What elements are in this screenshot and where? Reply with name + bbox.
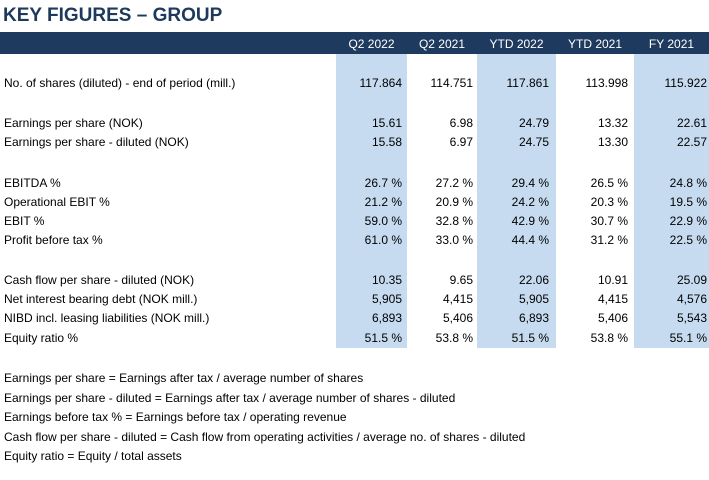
table-row: Profit before tax % 61.0 % 33.0 % 44.4 % 31.… (0, 231, 709, 250)
row-label: No. of shares (diluted) - end of period … (4, 76, 236, 90)
cell-value: 5,905 (518, 292, 549, 306)
page-title: KEY FIGURES – GROUP (3, 5, 223, 26)
cell-value: 51.5 % (511, 331, 549, 345)
highlight-q2-2022-column (336, 54, 407, 348)
cell-value: 19.5 % (669, 195, 707, 209)
cell-value: 51.5 % (364, 331, 402, 345)
column-header-q2-2021: Q2 2021 (418, 37, 466, 51)
cell-value: 20.3 % (590, 195, 628, 209)
row-label: EBITDA % (4, 176, 61, 190)
cell-value: 26.7 % (364, 176, 402, 190)
note-ebt-pct: Earnings before tax % = Earnings before … (4, 410, 347, 424)
definitions-notes: Earnings per share = Earnings after tax … (4, 369, 525, 467)
cell-value: 29.4 % (511, 176, 549, 190)
cell-value: 5,543 (676, 311, 707, 325)
cell-value: 13.30 (597, 135, 628, 149)
cell-value: 22.57 (676, 135, 707, 149)
cell-value: 15.61 (371, 116, 402, 130)
cell-value: 22.61 (676, 116, 707, 130)
cell-value: 27.2 % (435, 176, 473, 190)
column-header-ytd-2022: YTD 2022 (489, 37, 544, 51)
cell-value: 117.861 (506, 76, 550, 90)
note-eps-diluted: Earnings per share - diluted = Earnings … (4, 390, 456, 405)
cell-value: 33.0 % (435, 233, 473, 247)
table-row: EBITDA % 26.7 % 27.2 % 29.4 % 26.5 % 24.8 % (0, 174, 709, 193)
cell-value: 30.7 % (590, 214, 628, 228)
cell-value: 6.97 (449, 135, 473, 149)
cell-value: 22.06 (518, 273, 549, 287)
cell-value: 10.35 (371, 273, 402, 287)
cell-value: 117.864 (359, 76, 403, 90)
cell-value: 9.65 (449, 273, 473, 287)
cell-value: 113.998 (585, 76, 629, 90)
table-row: EBIT % 59.0 % 32.8 % 42.9 % 30.7 % 22.9 % (0, 212, 709, 231)
cell-value: 15.58 (371, 135, 402, 149)
cell-value: 42.9 % (511, 214, 549, 228)
note-cashflow-per-share: Cash flow per share - diluted = Cash flo… (4, 429, 526, 444)
highlight-ytd-2022-column (477, 54, 556, 348)
cell-value: 59.0 % (364, 214, 402, 228)
table-row: NIBD incl. leasing liabilities (NOK mill… (0, 309, 709, 328)
cell-value: 26.5 % (590, 176, 628, 190)
cell-value: 114.751 (430, 76, 474, 90)
cell-value: 4,415 (442, 292, 473, 306)
cell-value: 55.1 % (669, 331, 707, 345)
row-label: Profit before tax % (4, 233, 103, 247)
table-row: No. of shares (diluted) - end of period … (0, 74, 709, 93)
cell-value: 22.9 % (669, 214, 707, 228)
column-header-q2-2022: Q2 2022 (348, 37, 395, 51)
cell-value: 6,893 (371, 311, 402, 325)
table-header: Q2 2022 Q2 2021 YTD 2022 YTD 2021 FY 202… (0, 32, 709, 54)
cell-value: 53.8 % (435, 331, 473, 345)
table-row: Earnings per share - diluted (NOK) 15.58 6… (0, 133, 709, 152)
column-header-fy-2021: FY 2021 (648, 37, 695, 51)
column-header-ytd-2021: YTD 2021 (567, 37, 623, 51)
cell-value: 32.8 % (435, 214, 473, 228)
note-eps: Earnings per share = Earnings after tax … (4, 371, 364, 385)
cell-value: 31.2 % (590, 233, 628, 247)
cell-value: 20.9 % (435, 195, 473, 209)
cell-value: 24.8 % (669, 176, 707, 190)
cell-value: 24.2 % (511, 195, 549, 209)
table-row: Earnings per share (NOK) 15.61 6.98 24.79 13… (0, 114, 709, 133)
cell-value: 22.5 % (669, 233, 707, 247)
cell-value: 5,406 (597, 311, 628, 325)
cell-value: 4,415 (597, 292, 628, 306)
highlight-fy-2021-column (634, 54, 709, 348)
cell-value: 5,406 (442, 311, 473, 325)
row-label: Cash flow per share - diluted (NOK) (4, 273, 195, 287)
table-row: Net interest bearing debt (NOK mill.) 5,9… (0, 290, 709, 309)
row-label: EBIT % (4, 214, 45, 228)
cell-value: 10.91 (597, 273, 628, 287)
table-row: Operational EBIT % 21.2 % 20.9 % 24.2 % 20.3… (0, 193, 709, 212)
table-row: Cash flow per share - diluted (NOK) 10.35… (0, 271, 709, 290)
row-label: Earnings per share (NOK) (4, 116, 143, 130)
row-label: Net interest bearing debt (NOK mill.) (4, 292, 198, 306)
row-label: Equity ratio % (4, 331, 79, 345)
cell-value: 21.2 % (364, 195, 402, 209)
cell-value: 61.0 % (364, 233, 402, 247)
table-row: Equity ratio % 51.5 % 53.8 % 51.5 % 53.8 % 55… (0, 329, 709, 348)
cell-value: 115.922 (664, 76, 708, 90)
note-equity-ratio: Equity ratio = Equity / total assets (4, 449, 182, 463)
row-label: NIBD incl. leasing liabilities (NOK mill… (4, 311, 210, 325)
cell-value: 25.09 (676, 273, 707, 287)
cell-value: 44.4 % (511, 233, 549, 247)
cell-value: 24.79 (518, 116, 549, 130)
row-label: Operational EBIT % (4, 195, 110, 209)
cell-value: 6.98 (449, 116, 473, 130)
cell-value: 6,893 (518, 311, 549, 325)
cell-value: 4,576 (676, 292, 707, 306)
cell-value: 24.75 (518, 135, 549, 149)
row-label: Earnings per share - diluted (NOK) (4, 135, 189, 149)
cell-value: 13.32 (597, 116, 628, 130)
cell-value: 53.8 % (590, 331, 628, 345)
cell-value: 5,905 (371, 292, 402, 306)
